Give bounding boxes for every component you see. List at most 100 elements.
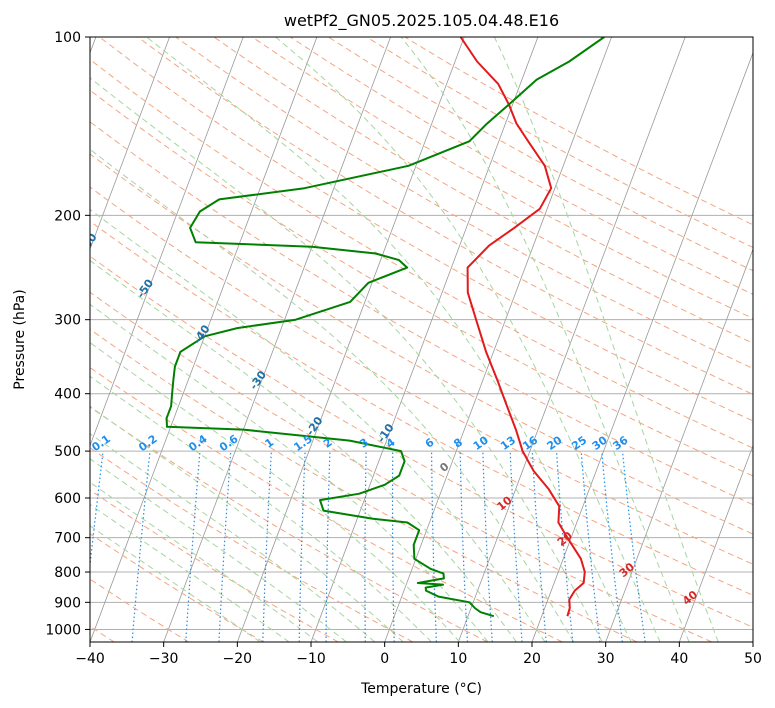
isotherm-30 [605, 248, 753, 642]
x-tick-label: 50 [744, 651, 762, 667]
mixing-ratio-label: 30 [590, 433, 610, 453]
y-axis-label: Pressure (hPa) [12, 289, 28, 389]
y-tick-label: 900 [54, 595, 81, 611]
moist-adiabat--12 [90, 481, 319, 642]
moist-adiabat-8 [90, 341, 461, 642]
plot-area: 0.10.20.40.611.52346810131620253036-100-… [21, 37, 753, 642]
y-tick-label: 300 [54, 313, 81, 329]
y-axis: 100 200 300 400 500 600 700 800 900 1000 [45, 30, 90, 638]
moist-adiabat--16 [90, 503, 290, 642]
moist-adiabat-20 [90, 208, 546, 642]
moist-adiabat-0 [90, 405, 404, 642]
dry-adiabat-110 [90, 58, 753, 449]
mixing-ratio-line [364, 451, 367, 642]
dry-adiabat-50 [90, 255, 753, 628]
mixing-ratio-line [459, 451, 469, 642]
mixing-ratio-line [555, 451, 574, 642]
y-tick-label: 400 [54, 387, 81, 403]
dry-adiabat-170 [290, 37, 753, 295]
y-tick-label: 1000 [45, 622, 81, 638]
mixing-ratio-line [262, 451, 272, 642]
temperature-profile-line [459, 37, 586, 617]
isobar-gridlines [90, 37, 753, 630]
moist-adiabat-32 [146, 37, 632, 642]
mixing-ratio-line [298, 451, 306, 642]
dry-adiabat-140 [175, 37, 753, 370]
isotherm--20 [236, 37, 465, 642]
dry-adiabat-label: -60 [78, 231, 100, 255]
dry-adiabat-180 [328, 37, 753, 272]
isotherm-0 [384, 37, 612, 642]
x-tick-label: −30 [149, 651, 179, 667]
moist-adiabat-label: 30 [617, 560, 637, 580]
plot-frame [89, 36, 754, 643]
isotherm--50 [90, 37, 244, 447]
dry-adiabat-label: -30 [247, 368, 269, 392]
dry-adiabat-160 [251, 37, 753, 320]
dry-adiabat-10 [90, 406, 488, 642]
dry-adiabat-130 [137, 37, 753, 395]
moist-adiabat-40 [400, 37, 690, 642]
isotherm--60 [90, 37, 170, 251]
dry-adiabat-40 [90, 291, 712, 642]
profile-series [165, 37, 605, 618]
x-tick-label: −40 [75, 651, 105, 667]
mixing-ratio-line [580, 451, 601, 642]
dry-adiabat-label: -50 [134, 277, 156, 301]
y-tick-label: 800 [54, 565, 81, 581]
y-tick-label: 200 [54, 208, 81, 224]
moist-adiabat-44 [493, 37, 719, 642]
mixing-ratio-label: 25 [569, 433, 589, 452]
mixing-ratio-line [601, 451, 623, 642]
isotherm-40 [678, 444, 753, 642]
x-tick-label: 40 [670, 651, 688, 667]
mixing-ratio-label: 1 [263, 436, 277, 451]
dry-adiabat-20 [90, 366, 563, 642]
x-tick-label: −20 [223, 651, 253, 667]
moist-adiabat-28 [90, 77, 603, 642]
mixing-ratio-line [325, 451, 331, 642]
y-tick-label: 100 [54, 30, 81, 46]
mixing-ratio-lines [90, 451, 646, 642]
dry-adiabat--10 [90, 489, 339, 642]
dry-adiabat--20 [90, 533, 264, 642]
mixing-ratio-line [90, 451, 104, 571]
isotherm--30 [163, 37, 391, 642]
x-tick-label: 20 [523, 651, 541, 667]
mixing-ratio-label: 10 [471, 433, 491, 453]
mixing-ratio-label: 20 [545, 433, 565, 453]
mixing-ratio-line [185, 451, 201, 642]
mixing-ratio-line [621, 451, 646, 642]
moist-adiabat-label: 0 [437, 460, 451, 475]
x-tick-label: −10 [296, 651, 326, 667]
dry-adiabat-label: -70 [21, 185, 43, 209]
isotherm--10 [310, 37, 539, 642]
isotherm--40 [90, 37, 318, 642]
dry-adiabat--30 [90, 578, 190, 642]
moist-adiabat-label: 40 [680, 588, 700, 608]
skewed-isotherms [90, 37, 753, 642]
moist-adiabat-16 [90, 259, 517, 642]
dewpoint-profile-line [165, 37, 605, 618]
isopleth-labels: 0.10.20.40.611.52346810131620253036-100-… [21, 185, 700, 608]
mixing-ratio-line [131, 451, 151, 642]
dry-adiabats [90, 37, 753, 642]
moist-adiabats [90, 37, 719, 642]
y-tick-label: 700 [54, 531, 81, 547]
moist-adiabat-36 [275, 37, 661, 642]
dry-adiabat-90 [90, 121, 753, 506]
isotherm-50 [752, 640, 753, 642]
moist-adiabat-4 [90, 375, 432, 642]
x-axis: −40 −30 −20 −10 0 10 20 30 40 50 [75, 642, 762, 667]
x-tick-label: 30 [597, 651, 615, 667]
x-tick-label: 10 [449, 651, 467, 667]
moist-adiabat-24 [90, 148, 575, 642]
x-axis-label: Temperature (°C) [360, 681, 482, 697]
y-tick-label: 600 [54, 491, 81, 507]
dry-adiabat-80 [90, 153, 753, 535]
mixing-ratio-label: 36 [610, 433, 630, 453]
mixing-ratio-label: 16 [520, 433, 540, 453]
dry-adiabat-70 [90, 186, 753, 565]
mixing-ratio-line [531, 451, 547, 642]
